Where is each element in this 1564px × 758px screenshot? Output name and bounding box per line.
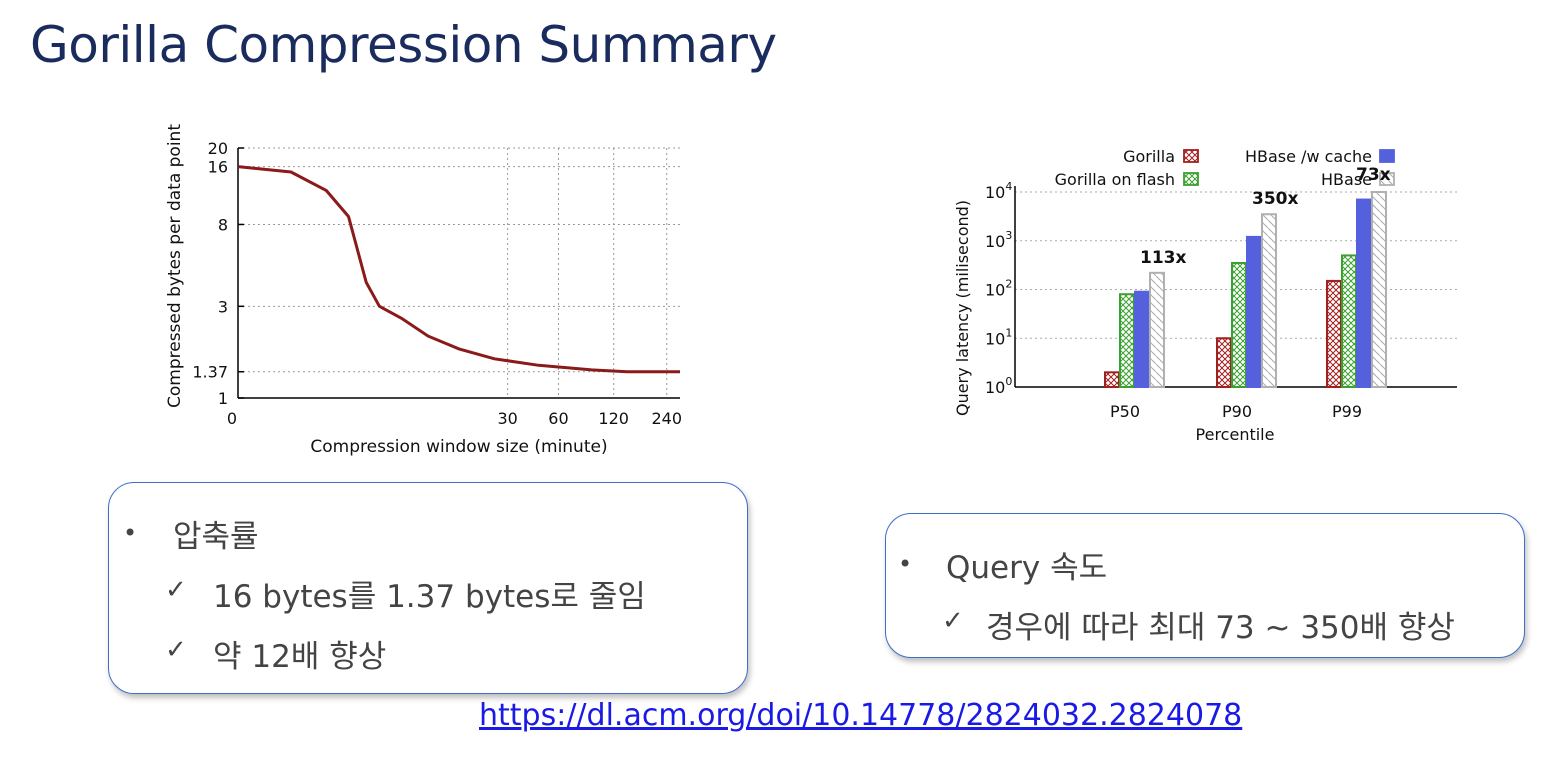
bar-p50-2 [1134,290,1150,389]
y-axis-label: Compressed bytes per data point [165,124,185,408]
speedup-label: 113x [1140,248,1186,268]
x-tick-label: 0 [227,409,237,428]
legend-label: Gorilla on flash [1055,170,1175,189]
bar-p99-1 [1341,254,1357,388]
x-axis-label: Compression window size (minute) [310,437,607,457]
x-tick-label: 60 [548,409,568,428]
query-speed-box: • Query 속도 ✓ 경우에 따라 최대 73 ~ 350배 향상 [885,513,1525,658]
check-icon: ✓ [165,635,187,665]
list-item: 경우에 따라 최대 73 ~ 350배 향상 [986,610,1455,646]
slide-title: Gorilla Compression Summary [30,16,777,74]
y-tick-label: 104 [985,180,1012,202]
x-tick-label: 240 [651,409,682,428]
y-tick-label: 101 [985,326,1012,348]
paper-link[interactable]: https://dl.acm.org/doi/10.14778/2824032.… [479,698,1243,733]
list-item: 16 bytes를 1.37 bytes로 줄임 [213,579,646,615]
y-tick-label: 1 [218,389,228,408]
y-tick-label: 16 [208,158,228,177]
check-icon: ✓ [942,606,964,636]
bullet-icon: • [123,519,138,547]
speedup-label: 350x [1252,189,1298,209]
bar-p99-2 [1356,198,1372,389]
x-tick-label: P50 [1110,402,1140,421]
legend-swatch [1379,172,1395,186]
bar-p50-1 [1119,293,1135,388]
legend-swatch [1379,149,1395,163]
bar-y-axis-label: Query latency (milisecond) [953,200,972,416]
y-tick-label: 100 [985,375,1012,397]
box-heading: 압축률 [173,519,259,555]
box-heading: Query 속도 [946,550,1108,586]
bar-p99-3 [1371,191,1387,388]
y-tick-label: 103 [985,229,1012,251]
legend-label: Gorilla [1123,147,1175,166]
bar-x-axis-label: Percentile [1196,425,1275,444]
legend-swatch [1183,149,1199,163]
bar-p90-2 [1246,235,1262,389]
bullet-icon: • [898,550,913,578]
bar-p90-3 [1261,213,1277,388]
legend-swatch [1183,172,1199,186]
bar-p99-0 [1326,279,1342,389]
y-tick-label: 3 [218,297,228,316]
y-tick-label: 20 [208,139,228,158]
legend-label: HBase [1321,170,1372,189]
legend-label: HBase /w cache [1245,147,1372,166]
bar-p50-3 [1149,271,1165,389]
x-tick-label: P90 [1222,402,1252,421]
list-item: 약 12배 향상 [213,639,387,675]
bar-p90-1 [1231,261,1247,388]
compression-summary-box: • 압축률 ✓ 16 bytes를 1.37 bytes로 줄임 ✓ 약 12배… [108,482,748,694]
x-tick-label: 30 [497,409,517,428]
speedup-label: 73x [1356,165,1391,185]
y-tick-label: 1.37 [192,363,228,382]
x-tick-label: 120 [598,409,629,428]
latency-bar-chart: Gorilla Gorilla on flash HBase /w cache HBa… [953,147,1457,444]
y-tick-label: 8 [218,215,228,234]
bar-p50-0 [1104,371,1120,388]
check-icon: ✓ [165,575,187,605]
compression-series-line [237,165,680,374]
y-tick-label: 102 [985,278,1012,300]
x-tick-label: P99 [1332,402,1362,421]
bar-p90-0 [1216,337,1232,388]
